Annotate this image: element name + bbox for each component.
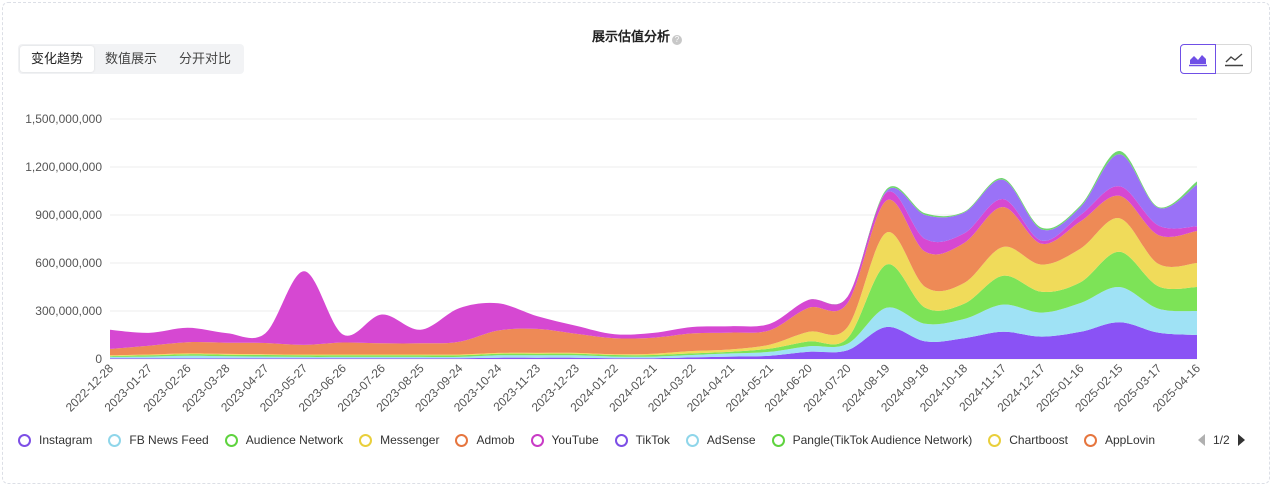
legend-label: TikTok xyxy=(635,433,670,447)
legend-circle-icon xyxy=(614,433,628,447)
y-tick-label: 900,000,000 xyxy=(35,208,102,222)
legend-label: AppLovin xyxy=(1104,433,1155,447)
legend-pager: 1/2 xyxy=(1198,430,1245,450)
y-tick-label: 300,000,000 xyxy=(35,304,102,318)
legend-item[interactable]: Admob xyxy=(455,433,515,447)
y-axis-ticks: 0 300,000,000 600,000,000 900,000,000 1,200,… xyxy=(25,112,102,366)
series-areas xyxy=(110,150,1197,359)
legend-label: Chartboost xyxy=(1009,433,1068,447)
view-tabs: 变化趋势 数值展示 分开对比 xyxy=(18,44,245,74)
line-chart-icon xyxy=(1224,53,1243,67)
legend-circle-icon xyxy=(771,433,785,447)
y-tick-label: 1,200,000,000 xyxy=(25,160,102,174)
legend-item[interactable]: Pangle(TikTok Audience Network) xyxy=(771,433,973,447)
legend-label: Messenger xyxy=(380,433,440,447)
legend-circle-icon xyxy=(530,433,544,447)
area-instagram[interactable] xyxy=(110,322,1197,359)
legend-circle-icon xyxy=(1083,433,1097,447)
legend-item[interactable]: Chartboost xyxy=(988,433,1068,447)
area-youtube[interactable] xyxy=(110,186,1197,349)
legend-circle-icon xyxy=(359,433,373,447)
area-messenger[interactable] xyxy=(110,218,1197,357)
area-audience-network[interactable] xyxy=(110,251,1197,358)
legend-circle-icon xyxy=(18,433,31,447)
legend-label: Pangle(TikTok Audience Network) xyxy=(792,433,973,447)
line-chart-button[interactable] xyxy=(1216,44,1252,74)
legend-label: Admob xyxy=(476,433,515,447)
legend-item[interactable]: Instagram xyxy=(18,433,92,447)
legend-item[interactable]: FB News Feed xyxy=(108,433,209,447)
chart-legend: Instagram FB News Feed Audience Network Mes… xyxy=(18,430,1171,450)
legend-page-indicator: 1/2 xyxy=(1213,433,1230,447)
chart-title: 展示估值分析? xyxy=(0,26,1274,45)
tab-values[interactable]: 数值展示 xyxy=(105,51,158,66)
legend-item[interactable]: YouTube xyxy=(530,433,599,447)
legend-item[interactable]: TikTok xyxy=(614,433,670,447)
y-tick-label: 0 xyxy=(95,352,102,366)
y-tick-label: 600,000,000 xyxy=(35,256,102,270)
legend-circle-icon xyxy=(685,433,699,447)
y-tick-label: 1,500,000,000 xyxy=(25,112,102,126)
legend-item[interactable]: Messenger xyxy=(359,433,439,447)
legend-next-icon[interactable] xyxy=(1237,434,1245,446)
area-fb-news-feed[interactable] xyxy=(110,286,1197,359)
legend-label: FB News Feed xyxy=(129,433,209,447)
tab-trend[interactable]: 变化趋势 xyxy=(20,46,95,72)
legend-label: Instagram xyxy=(39,433,93,447)
legend-label: AdSense xyxy=(706,433,756,447)
legend-label: Audience Network xyxy=(245,433,344,447)
legend-prev-icon[interactable] xyxy=(1198,434,1205,446)
legend-circle-icon xyxy=(224,433,238,447)
legend-item[interactable]: Audience Network xyxy=(224,433,344,447)
question-circle-icon[interactable]: ? xyxy=(672,35,682,45)
chart-type-switch xyxy=(1180,44,1252,74)
legend-circle-icon xyxy=(108,433,122,447)
chart-title-text: 展示估值分析 xyxy=(591,29,670,44)
legend-label: YouTube xyxy=(551,433,599,447)
x-axis-ticks: 2022-12-282023-01-272023-02-262023-03-28… xyxy=(63,361,1204,415)
legend-circle-icon xyxy=(988,433,1002,447)
legend-item[interactable]: AdSense xyxy=(685,433,756,447)
area-chart-icon xyxy=(1189,55,1207,67)
stacked-area-chart: 0 300,000,000 600,000,000 900,000,000 1,200,… xyxy=(25,112,1204,415)
legend-circle-icon xyxy=(455,433,469,447)
area-chart-button[interactable] xyxy=(1180,44,1216,74)
tab-compare[interactable]: 分开对比 xyxy=(179,51,232,66)
legend-item[interactable]: AppLovin xyxy=(1083,433,1155,447)
